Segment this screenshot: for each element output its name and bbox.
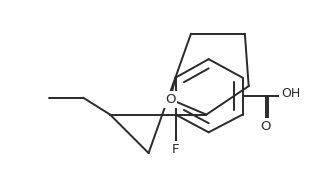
Text: F: F — [172, 143, 179, 156]
Text: O: O — [260, 120, 271, 133]
Text: O: O — [165, 93, 175, 106]
Text: OH: OH — [281, 87, 300, 100]
